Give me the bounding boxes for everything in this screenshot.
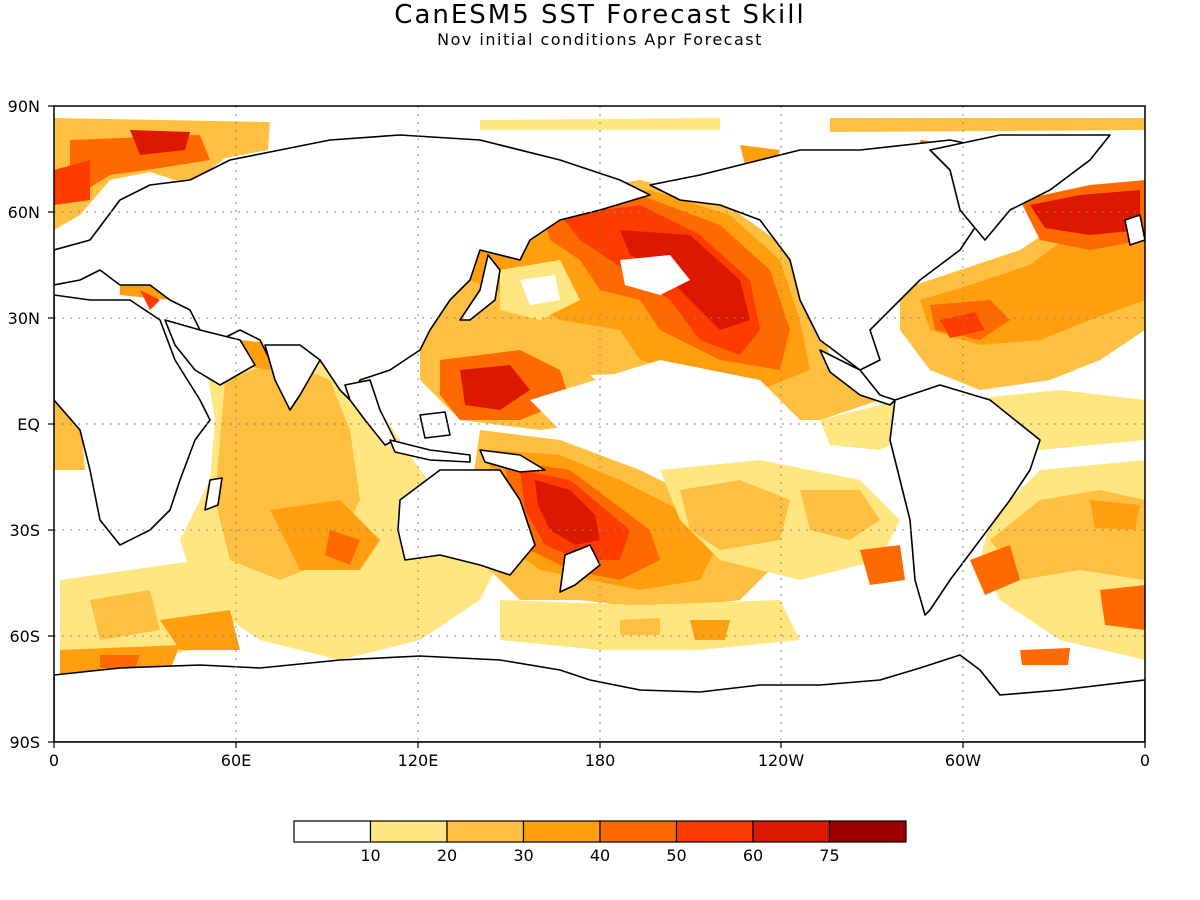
lat-label: 30S — [9, 521, 40, 540]
lon-label: 60W — [945, 751, 981, 770]
lat-label: 60N — [8, 203, 40, 222]
lat-labels: 90N 60N 30N EQ 30S 60S 90S — [8, 97, 40, 752]
colorbar-label: 20 — [437, 846, 457, 865]
axis-ticks — [48, 105, 1146, 748]
colorbar-label: 40 — [590, 846, 610, 865]
colorbar-label: 60 — [743, 846, 763, 865]
lat-label: 90N — [8, 97, 40, 116]
colorbar-swatch — [675, 820, 754, 843]
colorbar-swatch — [522, 820, 601, 843]
lon-labels: 0 60E 120E 180 120W 60W 0 — [49, 751, 1150, 770]
colorbar-swatch — [446, 820, 525, 843]
lat-label: EQ — [17, 415, 40, 434]
lon-label: 0 — [49, 751, 59, 770]
colorbar-swatch — [369, 820, 448, 843]
lat-label: 60S — [9, 627, 40, 646]
lon-label: 120E — [398, 751, 439, 770]
lon-label: 60E — [221, 751, 251, 770]
lat-label: 30N — [8, 309, 40, 328]
graticule — [54, 106, 1145, 742]
colorbar-swatch — [293, 820, 372, 843]
lat-label: 90S — [9, 733, 40, 752]
lon-label: 180 — [585, 751, 616, 770]
colorbar-swatch — [828, 820, 907, 843]
lon-label: 0 — [1140, 751, 1150, 770]
colorbar-label: 75 — [819, 846, 839, 865]
colorbar-swatch — [599, 820, 678, 843]
colorbar-label: 10 — [360, 846, 380, 865]
colorbar-swatch — [752, 820, 831, 843]
colorbar: 10 20 30 40 50 60 75 — [293, 820, 907, 865]
skill-shading — [54, 118, 1145, 675]
colorbar-label: 30 — [513, 846, 533, 865]
lon-label: 120W — [758, 751, 805, 770]
map-title: CanESM5 SST Forecast Skill — [394, 0, 806, 30]
colorbar-label: 50 — [666, 846, 686, 865]
map-plot-area — [54, 106, 1145, 742]
map-subtitle: Nov initial conditions Apr Forecast — [437, 30, 763, 49]
